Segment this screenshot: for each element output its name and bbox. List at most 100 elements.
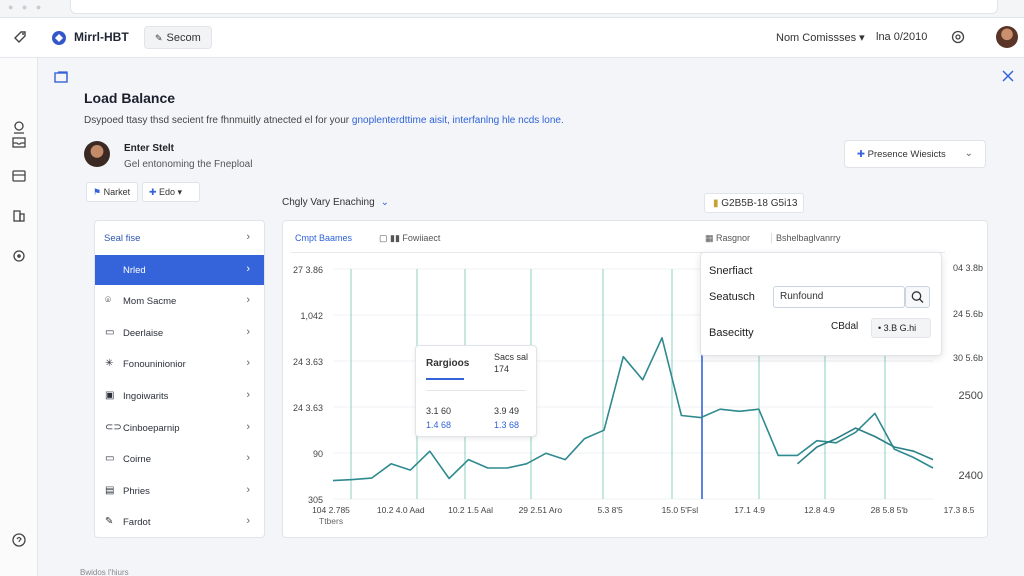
chevron-right-icon: › bbox=[246, 389, 250, 401]
address-bar[interactable] bbox=[70, 0, 998, 14]
sparkle-icon: ✳ bbox=[105, 358, 114, 370]
search-chip-label: Secom bbox=[166, 32, 201, 44]
menu-item[interactable]: ▭ Coirne › bbox=[95, 444, 264, 474]
y-axis-tick-label: 24 3.63 bbox=[293, 403, 323, 413]
search-button[interactable] bbox=[905, 286, 930, 308]
tooltip-divider bbox=[426, 390, 526, 391]
tag-icon[interactable] bbox=[12, 29, 28, 45]
y-axis-right-tick-label: 04 3.8b bbox=[953, 263, 983, 273]
inbox-icon[interactable] bbox=[11, 134, 27, 150]
series-line bbox=[796, 427, 934, 465]
line-chart: 27 3.86 1,042 24 3.63 24 3.63 90 305 04 3.8b 24… bbox=[293, 263, 983, 526]
search-icon bbox=[911, 291, 924, 303]
tab-compare[interactable]: Cmpt Baames bbox=[295, 233, 353, 243]
description-link[interactable]: gnoplenterdttime aisit, interfanlng hle … bbox=[351, 115, 564, 126]
chart-tooltip: Rargioos Sacs sal 174 3.1 60 3.9 49 1.4 … bbox=[415, 345, 537, 437]
value-chip[interactable]: ▮ G2B5B-18 G5i13 bbox=[704, 193, 804, 213]
tooltip-row2-b: 1.3 68 bbox=[494, 420, 520, 430]
x-axis-tick-label: 17.3 8.5 bbox=[944, 505, 975, 515]
browser-strip: ● ● ● bbox=[0, 0, 1024, 18]
chevron-right-icon: › bbox=[246, 325, 250, 338]
date-display: lna 0/2010 bbox=[876, 31, 928, 43]
search-button[interactable]: ✎ Secom bbox=[144, 26, 212, 49]
settings-icon[interactable] bbox=[11, 248, 27, 264]
chevron-right-icon: › bbox=[246, 483, 250, 496]
x-axis-tick-label: 29 2.51 Aro bbox=[519, 505, 563, 515]
market-label: Narket bbox=[103, 187, 131, 197]
tab-forecast[interactable]: ▢ ▮▮ Fowiiaect bbox=[379, 233, 440, 244]
search-label: Seatusch bbox=[709, 291, 755, 303]
page-title: Load Balance bbox=[84, 90, 176, 106]
settings-gear-icon[interactable] bbox=[950, 29, 966, 45]
logo-icon bbox=[52, 31, 66, 45]
bell-icon[interactable] bbox=[11, 120, 27, 136]
y-axis-tick-label: 1,042 bbox=[300, 311, 323, 321]
x-axis-tick-label: 28 5.8 5'b bbox=[871, 505, 908, 515]
menu-item-label: Cinboeparnip bbox=[123, 422, 180, 434]
window-controls-icon[interactable]: ● ● ● bbox=[8, 2, 45, 12]
y-axis-right-tick-label: 2500 bbox=[959, 390, 983, 402]
profile-photo bbox=[84, 141, 110, 167]
footer-label: Bwidos l'hiurs bbox=[80, 568, 129, 576]
menu-item-label: Mom Sacme bbox=[123, 296, 177, 308]
menu-item-label: Deerlaise bbox=[123, 327, 164, 339]
clipboard-icon[interactable] bbox=[11, 208, 27, 224]
market-button[interactable]: ⚑ Narket bbox=[86, 182, 138, 202]
user-avatar[interactable] bbox=[996, 26, 1018, 48]
presence-dropdown[interactable]: ✚ Presence Wiesicts ⌄ bbox=[844, 140, 986, 168]
y-axis-tick-label: 305 bbox=[308, 495, 323, 505]
y-axis-tick-label: 27 3.86 bbox=[293, 265, 323, 275]
series-line bbox=[332, 337, 934, 482]
left-rail bbox=[0, 58, 38, 576]
folder-icon[interactable] bbox=[11, 168, 27, 184]
baseline-label: Basecitty bbox=[709, 327, 754, 339]
chevron-down-icon: ⌄ bbox=[964, 148, 973, 159]
x-axis-tick-label: 10.2 4.0 Aad bbox=[377, 505, 425, 515]
search-input[interactable]: Runfound bbox=[773, 286, 905, 308]
menu-item[interactable]: ✳ Fonouninionior › bbox=[95, 349, 264, 379]
menu-item[interactable]: Nrled › bbox=[95, 254, 264, 285]
chevron-right-icon: › bbox=[246, 515, 250, 528]
pin-icon: ✎ bbox=[155, 33, 163, 43]
image-icon: ▤ bbox=[105, 484, 115, 496]
layers-icon: ▣ bbox=[105, 390, 115, 401]
y-axis-right-tick-label: 30 5.6b bbox=[953, 353, 983, 363]
menu-item[interactable]: ▣ Ingoiwarits › bbox=[95, 381, 264, 411]
copy-icon: ▢ ▮▮ bbox=[379, 233, 403, 243]
menu-item[interactable]: Seal fise › bbox=[95, 223, 264, 253]
popover-title: Snerfiact bbox=[709, 265, 753, 277]
chart-filter-label: Chgly Vary Enaching bbox=[282, 197, 375, 208]
y-axis-right-tick-label: 24 5.6b bbox=[953, 309, 983, 319]
help-icon[interactable] bbox=[11, 532, 27, 548]
menu-item[interactable]: ✎ Fardot › bbox=[95, 507, 264, 537]
menu-item-label: Fonouninionior bbox=[123, 359, 186, 371]
user-menu[interactable]: Nom Comissses ▾ bbox=[776, 32, 865, 44]
tabs-divider bbox=[291, 252, 945, 253]
card-icon: ▭ bbox=[105, 453, 115, 465]
edo-label: Edo ▾ bbox=[159, 187, 183, 197]
chevron-right-icon: › bbox=[246, 452, 250, 465]
y-axis-tick-label: 24 3.63 bbox=[293, 357, 323, 367]
baseline-select[interactable]: • 3.B G.hi bbox=[871, 318, 931, 338]
tab-region[interactable]: ▦ Rasgnor bbox=[705, 233, 750, 244]
tab-balance[interactable]: Bshelbaglvanrry bbox=[771, 233, 841, 243]
tab-forecast-label: Fowiiaect bbox=[402, 233, 441, 243]
menu-item[interactable]: ⊂⊃ Cinboeparnip › bbox=[95, 413, 264, 443]
edo-dropdown[interactable]: ✚ Edo ▾ bbox=[142, 182, 200, 202]
chevron-right-icon: › bbox=[246, 357, 250, 370]
menu-item[interactable]: ▤ Phries › bbox=[95, 476, 264, 506]
menu-item[interactable]: ⌾ Mom Sacme › bbox=[95, 286, 264, 316]
baseline-value: CBdal bbox=[831, 321, 859, 332]
chevron-right-icon: › bbox=[246, 231, 250, 243]
x-axis-tick-label: 12.8 4.9 bbox=[804, 505, 835, 515]
close-icon[interactable] bbox=[1001, 69, 1015, 83]
tab-region-label: Rasgnor bbox=[716, 233, 751, 243]
window-icon[interactable] bbox=[54, 71, 68, 83]
tooltip-col-head: Sacs sal bbox=[494, 352, 529, 362]
side-menu: Seal fise › Nrled › ⌾ Mom Sacme › ▭ Deerlaise › ✳ F… bbox=[94, 220, 265, 538]
menu-item[interactable]: ▭ Deerlaise › bbox=[95, 318, 264, 348]
tooltip-row1-a: 3.1 60 bbox=[426, 406, 452, 416]
profile-subtitle: Gel entonoming the Fneploal bbox=[124, 159, 253, 170]
chart-filter-dropdown[interactable]: Chgly Vary Enaching ⌄ bbox=[282, 197, 389, 208]
menu-item-label: Phries bbox=[123, 485, 150, 497]
